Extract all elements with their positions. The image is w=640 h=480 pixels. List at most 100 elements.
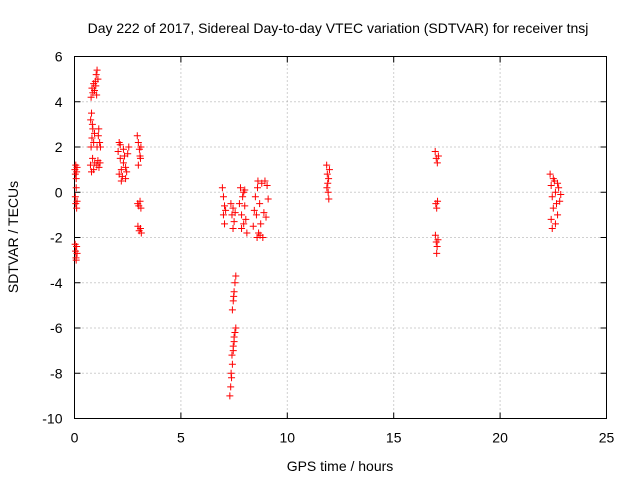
data-point: [73, 204, 81, 212]
data-point: [230, 333, 238, 341]
data-point: [228, 351, 236, 359]
data-point: [73, 249, 81, 257]
data-point: [256, 200, 264, 208]
data-point: [115, 170, 123, 178]
data-point: [263, 181, 271, 189]
data-point: [125, 143, 133, 151]
data-point: [95, 125, 103, 133]
data-point: [222, 206, 230, 214]
data-point: [91, 86, 99, 94]
data-point: [240, 188, 248, 196]
data-point: [122, 163, 130, 171]
data-point: [219, 211, 227, 219]
data-point: [325, 175, 333, 183]
data-point: [93, 91, 101, 99]
data-point: [434, 236, 442, 244]
data-point: [242, 215, 250, 223]
data-point: [557, 191, 565, 199]
data-point: [554, 211, 562, 219]
data-point: [324, 188, 332, 196]
data-point: [251, 193, 259, 201]
data-point: [546, 170, 554, 178]
data-point: [228, 360, 236, 368]
data-point: [547, 215, 555, 223]
data-point: [431, 231, 439, 239]
y-tick-label: 4: [55, 94, 63, 110]
data-point: [96, 159, 104, 167]
data-point: [117, 177, 125, 185]
data-point: [71, 193, 79, 201]
data-point: [221, 220, 229, 228]
data-point: [433, 249, 441, 257]
data-point: [254, 177, 262, 185]
data-point: [323, 184, 331, 192]
data-point: [434, 152, 442, 160]
data-point: [87, 116, 95, 124]
data-point: [72, 175, 80, 183]
data-point: [547, 181, 555, 189]
data-point: [136, 224, 144, 232]
data-point: [90, 138, 98, 146]
data-point: [72, 256, 80, 264]
data-point: [137, 204, 145, 212]
data-point: [94, 75, 102, 83]
grid-lines: [74, 56, 607, 419]
data-point: [229, 204, 237, 212]
data-point: [323, 170, 331, 178]
data-point: [88, 134, 96, 142]
data-point: [238, 224, 246, 232]
data-point: [236, 184, 244, 192]
x-tick-label: 0: [71, 430, 79, 446]
data-point: [119, 145, 127, 153]
y-tick-label: -10: [42, 411, 62, 427]
data-point: [229, 342, 237, 350]
data-point: [123, 168, 131, 176]
data-point: [250, 206, 258, 214]
data-point: [226, 392, 234, 400]
data-point: [219, 193, 227, 201]
y-tick-label: -4: [50, 275, 63, 291]
data-point: [324, 179, 332, 187]
data-point: [243, 229, 251, 237]
data-point: [231, 279, 239, 287]
data-point: [230, 292, 238, 300]
y-tick-label: 0: [55, 184, 63, 200]
data-point: [90, 166, 98, 174]
data-point: [325, 166, 333, 174]
data-point: [96, 138, 104, 146]
data-point: [434, 197, 442, 205]
y-axis-label: SDTVAR / TECUs: [5, 181, 21, 293]
data-point: [261, 177, 269, 185]
data-point: [72, 184, 80, 192]
data-point: [262, 213, 270, 221]
data-point: [431, 148, 439, 156]
data-point: [241, 202, 249, 210]
data-point: [548, 224, 556, 232]
data-point: [254, 184, 262, 192]
chart-title: Day 222 of 2017, Sidereal Day-to-day VTE…: [88, 20, 589, 36]
data-point: [133, 132, 141, 140]
data-point: [325, 195, 333, 203]
data-point: [264, 195, 272, 203]
data-point: [549, 204, 557, 212]
data-point: [114, 148, 122, 156]
data-point: [256, 231, 264, 239]
data-point: [239, 193, 247, 201]
data-point: [240, 220, 248, 228]
data-point: [88, 109, 96, 117]
x-tick-label: 5: [177, 430, 185, 446]
data-point: [116, 154, 124, 162]
data-point: [228, 306, 236, 314]
data-point: [87, 93, 95, 101]
data-point: [433, 159, 441, 167]
x-tick-label: 25: [599, 430, 615, 446]
data-point: [556, 197, 564, 205]
y-tick-label: -2: [50, 230, 63, 246]
data-point: [95, 163, 103, 171]
x-axis-label: GPS time / hours: [287, 458, 394, 474]
data-point: [260, 209, 268, 217]
data-point: [93, 66, 101, 74]
data-point: [88, 120, 96, 128]
